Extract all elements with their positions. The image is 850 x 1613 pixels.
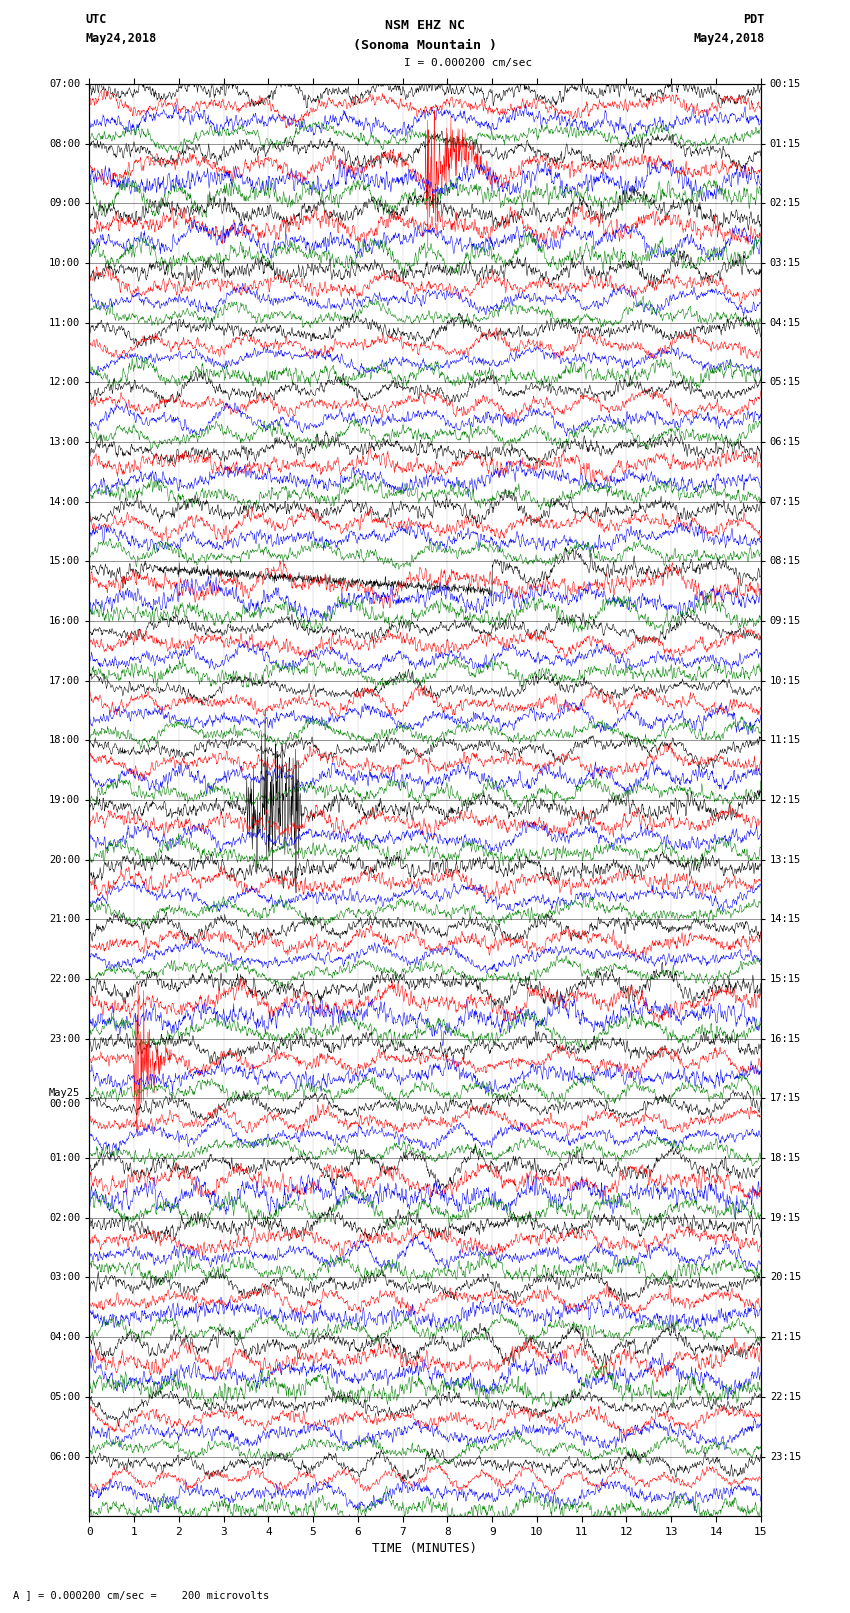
Text: I = 0.000200 cm/sec: I = 0.000200 cm/sec bbox=[404, 58, 532, 68]
X-axis label: TIME (MINUTES): TIME (MINUTES) bbox=[372, 1542, 478, 1555]
Text: UTC: UTC bbox=[85, 13, 106, 26]
Text: NSM EHZ NC: NSM EHZ NC bbox=[385, 19, 465, 32]
Text: PDT: PDT bbox=[744, 13, 765, 26]
Text: A ] = 0.000200 cm/sec =    200 microvolts: A ] = 0.000200 cm/sec = 200 microvolts bbox=[13, 1590, 269, 1600]
Text: May24,2018: May24,2018 bbox=[85, 32, 156, 45]
Text: (Sonoma Mountain ): (Sonoma Mountain ) bbox=[353, 39, 497, 52]
Text: May24,2018: May24,2018 bbox=[694, 32, 765, 45]
